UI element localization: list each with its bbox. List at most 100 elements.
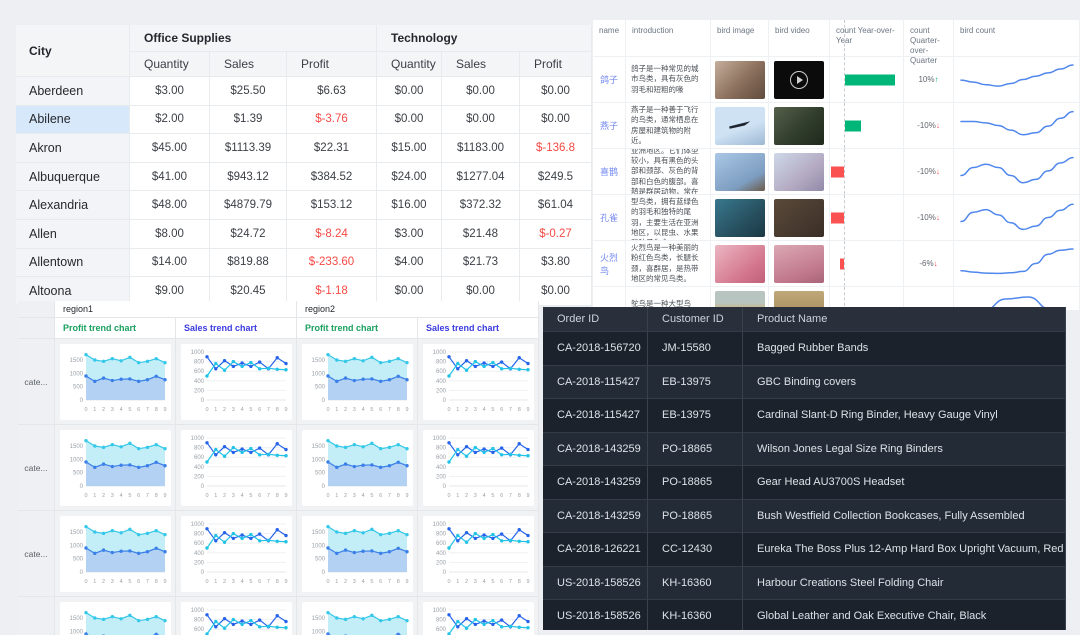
- bird-video-thumbnail[interactable]: [774, 60, 824, 99]
- order-row[interactable]: US-2018-158526 KH-16360 Global Leather and…: [543, 600, 1066, 630]
- city-cell[interactable]: Allentown: [16, 248, 130, 278]
- svg-text:1: 1: [456, 579, 459, 585]
- svg-text:7: 7: [508, 493, 511, 499]
- bird-photo[interactable]: [714, 198, 765, 237]
- order-row[interactable]: CA-2018-143259 PO-18865 Bush Westfield Col…: [543, 499, 1066, 533]
- value-cell: $0.00: [520, 277, 592, 306]
- city-cell[interactable]: Alexandria: [16, 191, 130, 220]
- order-id-cell: CA-2018-115427: [543, 399, 648, 433]
- svg-text:2: 2: [344, 407, 347, 413]
- bird-name-link[interactable]: 鸽子: [593, 57, 626, 103]
- value-cell: $1277.04: [442, 162, 520, 192]
- bird-video-thumbnail[interactable]: [774, 106, 824, 145]
- svg-text:500: 500: [72, 384, 83, 390]
- city-cell[interactable]: Abilene: [16, 105, 130, 135]
- order-row[interactable]: US-2018-158526 KH-16360 Harbour Creations …: [543, 566, 1066, 600]
- svg-text:6: 6: [258, 493, 261, 499]
- subheader-quantity-1: Quantity: [130, 52, 210, 77]
- svg-text:9: 9: [526, 579, 529, 585]
- order-row[interactable]: CA-2018-115427 EB-13975 GBC Binding covers: [543, 365, 1066, 399]
- svg-text:3: 3: [352, 579, 355, 585]
- city-cell[interactable]: Albuquerque: [16, 162, 130, 192]
- qoq-value: -6%: [919, 259, 934, 268]
- svg-text:9: 9: [405, 407, 408, 413]
- svg-text:1000: 1000: [190, 522, 204, 528]
- svg-text:200: 200: [435, 388, 446, 394]
- svg-text:0: 0: [447, 579, 450, 585]
- product-name-cell: Bush Westfield Collection Bookcases, Ful…: [743, 499, 1066, 533]
- bird-video-cell: [769, 103, 830, 149]
- bird-introduction: 火烈鸟是一种美丽的粉红色鸟类，长腿长颈，喜群居，是热带地区的常见鸟类。: [626, 241, 711, 287]
- qoq-value: -10%: [917, 213, 936, 222]
- customer-id-cell: PO-18865: [648, 466, 743, 500]
- play-icon[interactable]: [790, 70, 808, 89]
- subheader-profit-1: Profit: [287, 52, 377, 77]
- bird-name-link[interactable]: 孔雀: [593, 195, 626, 241]
- value-cell: $-3.76: [287, 105, 377, 135]
- value-cell: $21.48: [442, 219, 520, 249]
- svg-text:5: 5: [249, 493, 252, 499]
- qoq-value-cell: -6% ↓: [904, 241, 954, 287]
- order-row[interactable]: CA-2018-143259 PO-18865 Gear Head AU3700S …: [543, 466, 1066, 500]
- region2-header: region2: [297, 301, 539, 318]
- bird-introduction: 喜鹊是一种常见的小型鸟类，主要分布在亚洲地区。它们体型较小，具有黑色的头部和颈部…: [626, 149, 711, 195]
- svg-text:3: 3: [231, 493, 234, 499]
- bird-video-thumbnail[interactable]: [774, 152, 824, 191]
- product-name-cell: Bagged Rubber Bands: [743, 332, 1066, 366]
- bird-name-link[interactable]: [593, 287, 626, 310]
- city-cell[interactable]: Aberdeen: [16, 77, 130, 106]
- order-row[interactable]: CA-2018-126221 CC-12430 Eureka The Boss Pl…: [543, 533, 1066, 567]
- svg-text:200: 200: [435, 474, 446, 480]
- bird-photo[interactable]: [714, 60, 765, 99]
- svg-text:600: 600: [435, 369, 446, 375]
- bird-photo[interactable]: [714, 152, 765, 191]
- svg-text:4: 4: [240, 407, 243, 413]
- svg-text:800: 800: [435, 359, 446, 365]
- value-cell: $0.00: [377, 77, 442, 106]
- bird-photo[interactable]: [714, 290, 765, 310]
- svg-text:6: 6: [500, 493, 503, 499]
- bird-video-thumbnail[interactable]: [774, 290, 824, 310]
- bird-count-sparkline: [959, 156, 1074, 183]
- value-cell: $943.12: [210, 162, 287, 192]
- value-cell: $20.45: [210, 277, 287, 306]
- value-cell: $14.00: [130, 248, 210, 278]
- svg-text:400: 400: [435, 550, 446, 556]
- order-row[interactable]: CA-2018-156720 JM-15580 Bagged Rubber Band…: [543, 332, 1066, 366]
- order-id-cell: CA-2018-156720: [543, 332, 648, 366]
- city-column-header: City: [16, 25, 130, 77]
- bird-video-thumbnail[interactable]: [774, 198, 824, 237]
- svg-text:3: 3: [473, 493, 476, 499]
- chart-grid-body: cate... 1500 1000 500 0 0 1 2 3 4 5 6 7 8 9 1000 800 600 4…: [18, 339, 539, 635]
- qoq-value-cell: -10% ↓: [904, 103, 954, 149]
- city-cell[interactable]: Altoona: [16, 277, 130, 306]
- bird-name-link[interactable]: 喜鹊: [593, 149, 626, 195]
- bird-name-link[interactable]: 火烈鸟: [593, 241, 626, 287]
- svg-text:600: 600: [435, 541, 446, 547]
- bird-video-cell: [769, 57, 830, 103]
- order-row[interactable]: CA-2018-143259 PO-18865 Wilson Jones Legal…: [543, 432, 1066, 466]
- bird-photo[interactable]: [714, 106, 765, 145]
- svg-text:1: 1: [335, 407, 338, 413]
- bird-photo[interactable]: [714, 244, 765, 283]
- svg-text:5: 5: [491, 407, 494, 413]
- city-cell[interactable]: Akron: [16, 134, 130, 163]
- svg-text:5: 5: [370, 407, 373, 413]
- region1-header: region1: [55, 301, 297, 318]
- svg-text:1000: 1000: [69, 371, 83, 377]
- order-row[interactable]: CA-2018-115427 EB-13975 Cardinal Slant-D R…: [543, 399, 1066, 433]
- svg-text:1000: 1000: [190, 436, 204, 442]
- value-cell: $25.50: [210, 77, 287, 106]
- bird-name-link[interactable]: 燕子: [593, 103, 626, 149]
- svg-text:6: 6: [500, 407, 503, 413]
- svg-text:5: 5: [128, 579, 131, 585]
- svg-text:4: 4: [119, 579, 122, 585]
- bird-table-body: 鸽子 鸽子是一种常见的城市鸟类，具有灰色的羽毛和短粗的喙 10% ↑ 燕子 燕子是一种善…: [593, 57, 1080, 310]
- svg-text:4: 4: [361, 493, 364, 499]
- city-cell[interactable]: Allen: [16, 219, 130, 249]
- svg-text:0: 0: [205, 579, 208, 585]
- bird-video-thumbnail[interactable]: [774, 244, 824, 283]
